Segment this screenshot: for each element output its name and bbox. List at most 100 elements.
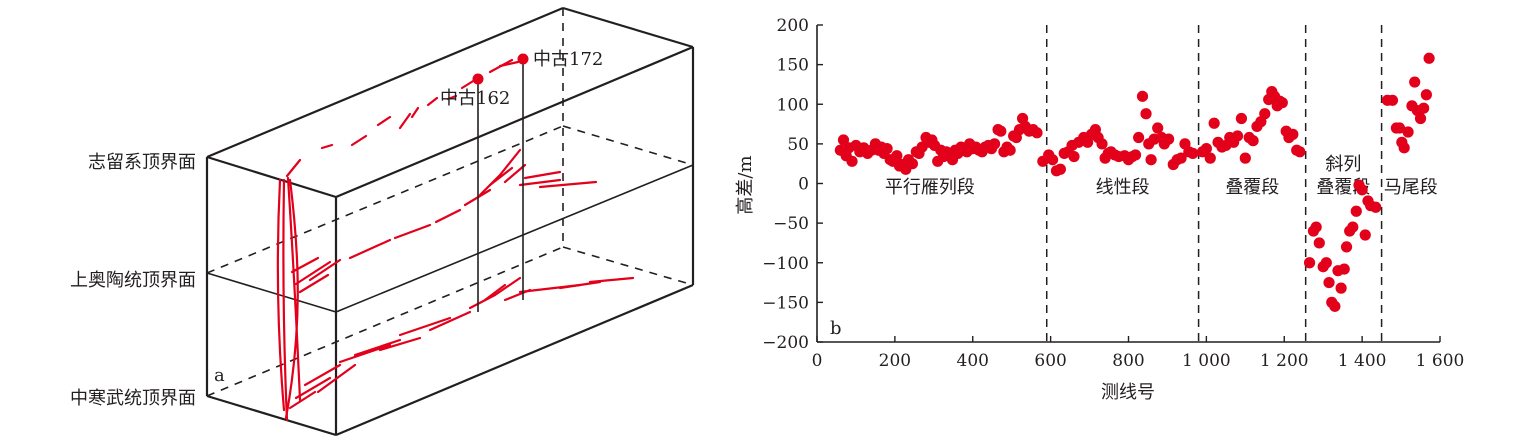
data-point	[1046, 154, 1059, 166]
y-tick-label: −100	[762, 254, 809, 274]
fault-trace	[488, 166, 514, 187]
fault-trace	[290, 256, 320, 274]
data-point	[1187, 147, 1199, 159]
data-point	[1320, 257, 1332, 269]
fault-trace	[588, 276, 635, 284]
hidden-edge	[206, 246, 564, 397]
fault-trace	[523, 170, 562, 180]
data-point	[1136, 90, 1149, 102]
data-point	[1068, 150, 1080, 163]
fault-trace	[285, 158, 302, 178]
data-point	[1239, 152, 1251, 164]
panel-a-block-diagram: 中古162 中古172 志留系顶界面 上奥陶统顶界面 中寒武统顶界面 a	[70, 6, 695, 437]
data-point	[1323, 276, 1335, 289]
data-point	[1340, 241, 1353, 253]
data-points	[834, 52, 1435, 312]
data-point	[1398, 142, 1410, 154]
frame-edge	[206, 155, 337, 199]
data-point	[1313, 237, 1325, 249]
data-point	[1133, 131, 1145, 144]
well-162-label: 中古162	[440, 88, 510, 109]
data-point	[1329, 300, 1341, 312]
data-point	[881, 143, 893, 155]
fault-trace	[338, 343, 392, 364]
data-point	[1140, 108, 1152, 120]
y-tick-label: −50	[773, 214, 809, 234]
fault-trace	[538, 180, 598, 189]
x-tick-label: 400	[957, 351, 989, 371]
fault-trace	[493, 276, 522, 297]
fault-trace	[468, 293, 497, 310]
fault-trace	[348, 238, 392, 260]
data-point	[1402, 126, 1414, 138]
data-point	[988, 138, 1001, 150]
fault-trace	[434, 208, 462, 224]
data-point	[1129, 149, 1142, 161]
data-point	[995, 125, 1007, 137]
horizon-upper-ordovician	[206, 125, 694, 313]
horizon-line	[206, 272, 337, 313]
wells: 中古162 中古172	[440, 49, 603, 312]
x-tick-label: 800	[1112, 351, 1144, 371]
segment-label: 叠覆段	[1225, 177, 1279, 198]
data-point	[1409, 76, 1421, 88]
horizon-middle-cambrian	[206, 395, 337, 436]
fault-trace	[428, 310, 472, 332]
data-point	[1310, 221, 1322, 233]
y-tick-label: 0	[798, 175, 809, 195]
data-point	[1420, 89, 1432, 101]
well-172-label: 中古172	[533, 49, 603, 70]
fault-trace	[558, 280, 602, 290]
horizon-label-silurian: 志留系顶界面	[88, 152, 196, 173]
data-point	[1418, 102, 1430, 114]
fault-trace	[393, 223, 432, 240]
data-point	[1031, 127, 1043, 139]
fault-trace	[320, 143, 334, 150]
data-point	[1423, 52, 1435, 64]
fault-trace	[282, 178, 289, 422]
panel-a-label: a	[214, 365, 225, 386]
data-point	[846, 155, 858, 167]
data-point	[1004, 144, 1016, 156]
x-tick-label: 1 600	[1416, 351, 1465, 371]
fault-trace	[353, 338, 402, 357]
data-point	[1303, 257, 1316, 269]
data-point	[1393, 122, 1406, 134]
x-tick-label: 1 200	[1260, 351, 1309, 371]
data-point	[1163, 133, 1175, 145]
data-point	[1096, 138, 1108, 150]
block-frame	[205, 6, 695, 437]
frame-edge	[335, 283, 694, 437]
data-point	[1200, 143, 1212, 155]
horizon-label-middle-cambrian: 中寒武统顶界面	[70, 388, 196, 409]
x-tick-label: 1 400	[1338, 351, 1387, 371]
fault-trace	[376, 115, 392, 127]
horizon-line	[206, 395, 337, 436]
data-point	[1370, 201, 1382, 213]
data-point	[1386, 94, 1399, 106]
fault-trace	[316, 363, 357, 394]
fault-trace	[398, 112, 412, 130]
fault-trace	[498, 148, 522, 177]
fault-trace	[426, 96, 439, 107]
fault-trace	[483, 283, 507, 302]
data-point	[1287, 128, 1299, 140]
data-point	[1235, 112, 1248, 125]
fault-trace	[276, 178, 286, 412]
fault-trace	[294, 376, 332, 400]
well-162-marker	[472, 73, 484, 85]
y-tick-label: −150	[762, 293, 809, 313]
x-axis-label: 测线号	[1101, 382, 1155, 403]
data-point	[1259, 108, 1271, 120]
data-point	[1350, 205, 1362, 217]
horizon-line	[335, 164, 694, 313]
data-point	[1054, 163, 1066, 175]
data-point	[1359, 229, 1371, 241]
fault-traces	[276, 58, 635, 422]
fault-trace	[378, 336, 422, 352]
fault-trace	[518, 178, 562, 187]
